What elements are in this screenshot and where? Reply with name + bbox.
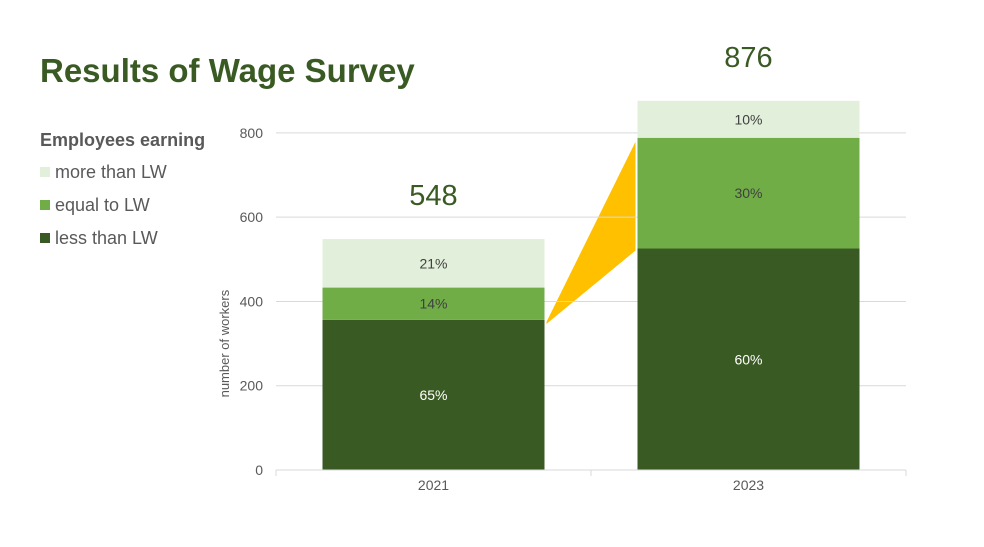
bar-2023-equal-to-lw — [637, 137, 860, 249]
y-tick-label-600: 600 — [240, 209, 264, 225]
legend-label-equal-to-lw: equal to LW — [55, 194, 150, 215]
data-label-2023-equal-to-lw: 30% — [734, 185, 762, 201]
data-label-2023-less-than-lw: 60% — [734, 351, 762, 367]
chart-title: Results of Wage Survey — [40, 52, 415, 89]
legend-title: Employees earning — [40, 130, 206, 150]
data-label-2023-more-than-lw: 10% — [734, 111, 762, 127]
y-tick-label-200: 200 — [240, 378, 264, 394]
legend-swatch-less-than-lw — [40, 233, 50, 243]
x-tick-label-2023: 2023 — [733, 477, 764, 493]
data-label-2021-more-than-lw: 21% — [419, 255, 447, 271]
bar-2021-equal-to-lw — [322, 287, 545, 320]
data-label-2021-equal-to-lw: 14% — [419, 296, 447, 312]
bar-2021-more-than-lw — [322, 239, 545, 288]
legend-item-more-than-lw: more than LW — [40, 161, 205, 183]
legend-label-less-than-lw: less than LW — [55, 227, 158, 248]
y-tick-label-400: 400 — [240, 293, 264, 309]
data-label-2021-less-than-lw: 65% — [419, 387, 447, 403]
legend-swatch-equal-to-lw — [40, 200, 50, 210]
total-label-2023: 876 — [724, 42, 772, 74]
total-label-2021: 548 — [409, 180, 457, 212]
connector-ribbon — [546, 141, 636, 324]
legend-item-equal-to-lw: equal to LW — [40, 194, 205, 216]
y-tick-label-800: 800 — [240, 125, 264, 141]
legend: Employees earning more than LW equal to … — [40, 130, 205, 260]
legend-item-less-than-lw: less than LW — [40, 227, 205, 249]
bar-2023-less-than-lw — [637, 248, 860, 470]
legend-label-more-than-lw: more than LW — [55, 161, 167, 182]
x-tick-label-2021: 2021 — [418, 477, 449, 493]
y-tick-label-0: 0 — [255, 462, 263, 478]
y-axis-label: number of workers — [217, 289, 232, 397]
bar-2021-less-than-lw — [322, 319, 545, 470]
legend-swatch-more-than-lw — [40, 167, 50, 177]
bar-2023-more-than-lw — [637, 100, 860, 138]
